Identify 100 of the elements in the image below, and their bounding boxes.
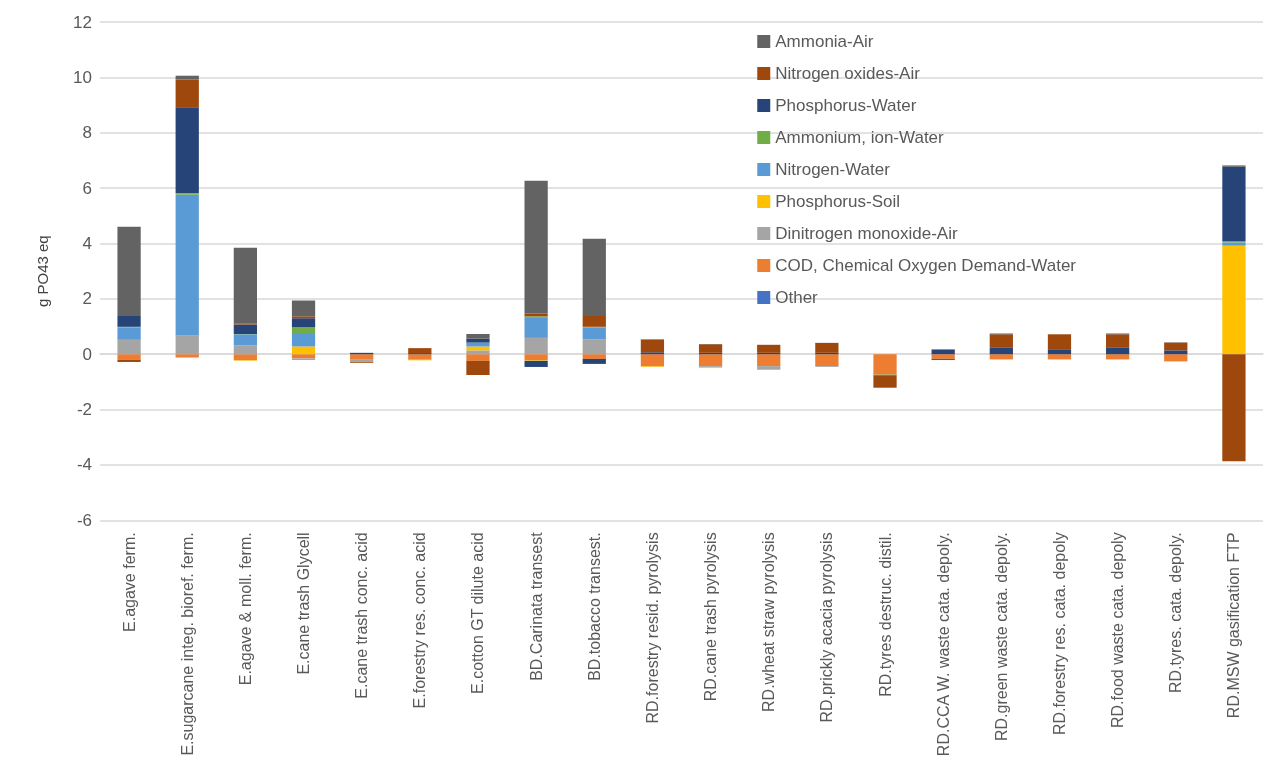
bar [117,359,141,362]
legend-label: Nitrogen-Water [775,160,891,179]
bar [815,354,839,367]
bar [233,334,258,346]
bar [1222,354,1246,462]
y-tick-label: 10 [73,67,92,87]
x-tick-label: E.forestry res. conc. acid [411,532,429,709]
bar [873,375,897,388]
x-tick-label: E.cotton GT dilute acid [469,532,487,694]
x-tick-label: RD.tyres destruc. distil. [876,532,894,697]
bar [466,360,490,375]
y-tick-label: 12 [73,12,92,32]
bar [1222,166,1246,241]
bar [582,327,606,340]
bar [408,348,432,354]
y-tick-label: 0 [82,344,92,364]
bar [698,354,723,367]
bar [466,346,490,351]
bar [1047,349,1072,355]
x-tick-label: E.cane trash conc. acid [353,532,371,699]
bar [466,350,490,355]
legend-label: Phosphorus-Water [775,96,917,115]
bar [175,107,199,194]
y-tick-label: 6 [82,178,92,198]
bar [291,334,316,347]
bar [873,354,897,375]
bar [175,335,199,355]
x-tick-label: E.sugarcane integ. bioref. ferm. [178,532,196,756]
y-tick-label: -4 [76,455,92,475]
bar [640,354,665,367]
bar [117,226,141,317]
y-tick-label: 2 [82,289,92,309]
bar [757,366,781,370]
bar [233,345,258,355]
bar [117,327,141,340]
x-tick-label: RD.MSW gasification FTP [1225,532,1243,719]
legend-label: Dinitrogen monoxide-Air [775,224,958,243]
bar [291,354,316,359]
bar [1164,342,1188,351]
bar [1222,245,1246,355]
bar [175,75,199,80]
bar [582,316,606,327]
bar [175,194,199,336]
x-tick-label: BD.Carinata transest [527,531,545,681]
bar [291,346,316,355]
bar [582,238,606,317]
bar [1164,354,1188,362]
bar [582,358,606,364]
bar [117,354,141,360]
bar [757,344,781,353]
x-tick-label: E.cane trash Glycell [295,532,313,675]
x-tick-label: RD.cane trash pyrolysis [702,532,720,702]
bar [291,318,316,328]
legend-label: Ammonium, ion-Water [775,128,945,147]
y-tick-label: -6 [76,510,92,530]
bar [233,247,258,324]
x-tick-label: RD.food waste cata. depoly [1109,532,1127,728]
bar [989,334,1013,348]
bar [524,354,548,361]
bar [466,334,490,339]
bar [524,337,548,355]
bar [640,339,665,353]
x-tick-label: RD.forestry res. cata. depoly [1050,532,1068,736]
bar [175,79,199,108]
bar [989,347,1013,355]
x-tick-label: RD.CCA W. waste cata. depoly. [934,532,952,757]
x-tick-label: E.agave ferm. [120,532,138,632]
y-tick-label: 4 [82,233,92,253]
bar [1105,334,1130,348]
bar [931,354,955,359]
bar [931,349,955,355]
x-tick-label: RD.prickly acacia pyrolysis [818,532,836,723]
bar [291,327,316,335]
legend-label: Nitrogen oxides-Air [775,64,921,83]
y-axis-title: g PO43 eq [34,235,51,308]
bar [117,339,141,355]
legend-label: COD, Chemical Oxygen Demand-Water [775,256,1077,275]
bar [350,354,374,360]
bar [524,360,548,367]
x-tick-label: RD.wheat straw pyrolysis [760,532,778,712]
bar [233,354,258,361]
bar [466,354,490,361]
x-tick-label: BD.tobacco transest. [585,532,603,681]
bar [989,354,1013,360]
x-tick-label: RD.tyres. cata. depoly. [1167,532,1185,693]
legend-label: Ammonia-Air [775,32,874,51]
bar [524,317,548,338]
bar [582,354,606,359]
y-tick-label: -2 [76,400,92,420]
y-tick-label: 8 [82,123,92,143]
x-tick-label: E.agave & moll. ferm. [236,532,254,686]
x-tick-label: RD.green waste cata. depoly. [992,532,1010,742]
bar [1105,347,1130,355]
bar [757,354,781,367]
bar [524,180,548,314]
legend-label: Other [775,288,819,307]
bar [698,344,723,353]
bar [466,338,490,343]
bar [582,339,606,355]
bar [233,324,258,335]
